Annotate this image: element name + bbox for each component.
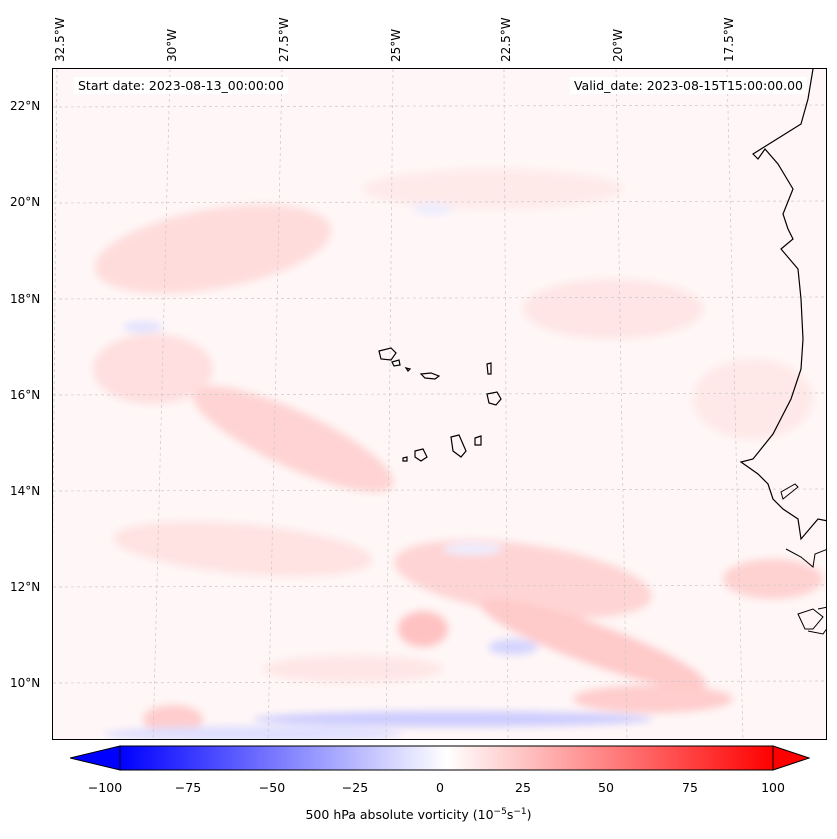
vorticity-field	[93, 169, 823, 739]
island-sao-vicente	[391, 359, 401, 367]
lon-label-20w: 20°W	[611, 28, 625, 62]
island-brava	[402, 456, 408, 462]
gridline-lon	[503, 69, 509, 739]
coastline-guinea-bissau	[785, 548, 826, 635]
lat-label-12n: 12°N	[10, 580, 41, 594]
vorticity-positive-region	[93, 334, 213, 404]
colorbar-tick: 100	[761, 780, 785, 795]
gridline-lon	[267, 69, 283, 739]
gridline-lon	[726, 69, 744, 739]
colorbar-tick: −25	[341, 780, 369, 795]
cape-verde-islands	[378, 347, 502, 462]
lat-label-22n: 22°N	[10, 99, 41, 113]
colorbar-body	[119, 745, 774, 771]
gridline-lon	[152, 69, 171, 739]
colorbar-tick: −50	[258, 780, 286, 795]
lon-label-32-5w: 32.5°W	[53, 17, 67, 62]
vorticity-positive-region	[723, 559, 823, 599]
island-santo-antao	[378, 347, 397, 361]
colorbar-tick: −100	[87, 780, 123, 795]
lat-label-20n: 20°N	[10, 195, 41, 209]
vorticity-positive-region	[480, 598, 706, 690]
lat-label-14n: 14°N	[10, 484, 41, 498]
vorticity-positive-region	[693, 359, 813, 439]
vorticity-positive-region	[192, 386, 394, 492]
lon-label-22-5w: 22.5°W	[499, 17, 513, 62]
vorticity-positive-region	[263, 655, 443, 683]
colorbar	[70, 745, 810, 771]
vorticity-negative-region	[253, 711, 653, 727]
island-santiago	[450, 434, 467, 458]
vorticity-positive-region	[523, 279, 703, 339]
gridline-lon	[53, 69, 58, 557]
island-sao-nicolau	[419, 372, 441, 380]
vorticity-positive-region	[143, 705, 203, 733]
gridline-lon	[385, 69, 394, 739]
island-sal	[486, 362, 492, 375]
island-santa-luzia	[404, 367, 412, 372]
colorbar-tick: 75	[682, 780, 698, 795]
coastline-gambia	[780, 483, 799, 500]
colorbar-tick: 50	[598, 780, 614, 795]
start-date-label: Start date: 2023-08-13_00:00:00	[74, 77, 288, 94]
colorbar-extend-low	[70, 745, 121, 771]
lat-label-10n: 10°N	[10, 676, 41, 690]
vorticity-negative-region	[413, 203, 453, 215]
island-boa-vista	[486, 391, 502, 406]
lon-label-30w: 30°W	[165, 28, 179, 62]
vorticity-positive-region	[94, 204, 332, 294]
vorticity-negative-region	[443, 543, 503, 555]
lon-label-27-5w: 27.5°W	[277, 17, 291, 62]
colorbar-tick: −75	[174, 780, 202, 795]
vorticity-negative-region	[103, 726, 403, 739]
lat-label-18n: 18°N	[10, 292, 41, 306]
vorticity-negative-region	[488, 639, 538, 655]
gridline-lon	[615, 69, 628, 739]
map-canvas	[53, 69, 826, 739]
vorticity-positive-region	[113, 521, 373, 577]
lat-label-16n: 16°N	[10, 388, 41, 402]
vorticity-positive-region	[398, 611, 448, 647]
valid-date-label: Valid_date: 2023-08-15T15:00:00.00	[569, 77, 807, 94]
lon-label-25w: 25°W	[389, 28, 403, 62]
vorticity-positive-region	[573, 685, 733, 713]
graticule	[53, 69, 826, 739]
vorticity-positive-region	[363, 169, 623, 209]
coastline-africa	[739, 69, 826, 541]
vorticity-positive-region	[394, 539, 652, 619]
lon-label-17-5w: 17.5°W	[722, 17, 736, 62]
map-panel[interactable]	[52, 68, 827, 740]
colorbar-label: 500 hPa absolute vorticity (10−5s−1)	[305, 807, 532, 823]
colorbar-tick: 25	[515, 780, 531, 795]
vorticity-negative-region	[123, 321, 163, 333]
island-maio	[474, 435, 482, 446]
colorbar-extend-high	[772, 745, 810, 771]
island-fogo	[414, 448, 428, 462]
colorbar-tick: 0	[436, 780, 444, 795]
